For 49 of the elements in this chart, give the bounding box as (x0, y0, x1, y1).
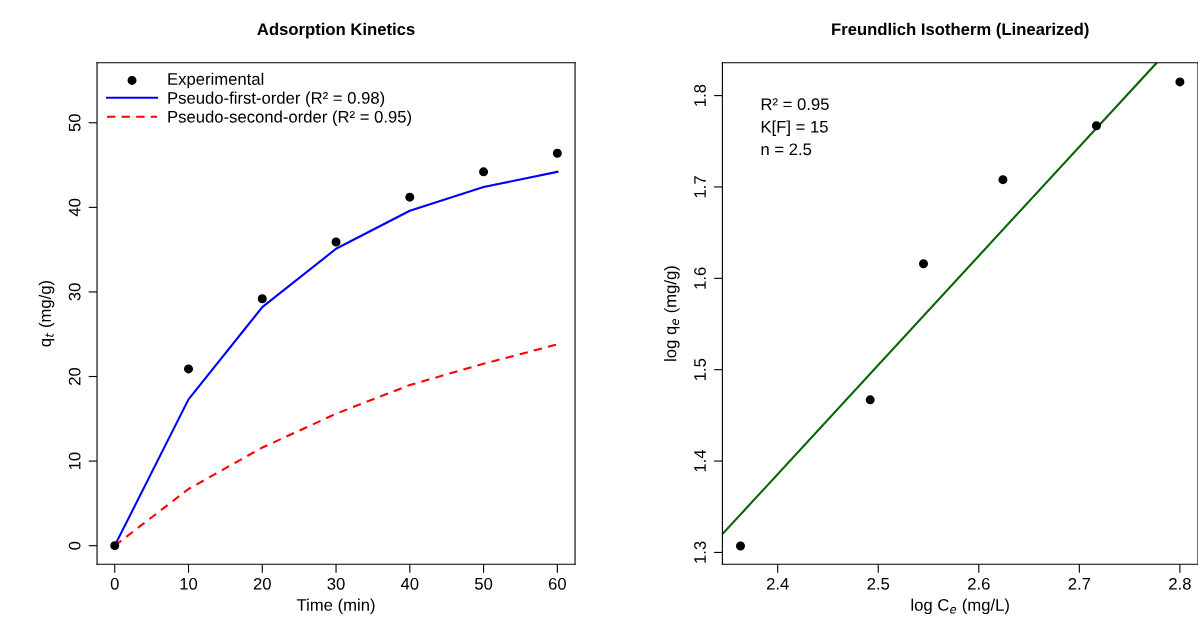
legend-label: Experimental (168, 72, 264, 89)
annotation: n = 2.5 (761, 143, 812, 156)
point (918, 259, 928, 269)
x-tick-label: 2.8 (1169, 577, 1191, 590)
point (865, 395, 875, 405)
x-tick-label: 2.5 (867, 577, 890, 590)
y-tick-label: 10 (68, 452, 81, 470)
legend-label: Pseudo-first-order (R² = 0.98) (168, 91, 385, 108)
x-tick-label: 20 (253, 577, 271, 590)
y-tick-label: 1.7 (694, 176, 706, 198)
x-axis-title: Time (min) (296, 598, 375, 615)
point (1175, 77, 1185, 87)
y-tick-label: 30 (68, 283, 81, 301)
y-axis-title: log q$_{e}$ (mg/g) (664, 266, 680, 361)
x-tick-label: 50 (474, 577, 493, 590)
y-tick-label: 0 (68, 541, 81, 550)
point (735, 541, 745, 551)
annotation: K[F] = 15 (761, 120, 828, 136)
x-tick-label: 2.7 (1068, 577, 1091, 590)
chart-title: Freundlich Isotherm (Linearized) (832, 22, 1089, 39)
point (331, 237, 341, 247)
point (479, 167, 489, 177)
legend-label: Pseudo-second-order (R² = 0.95) (168, 110, 412, 126)
x-axis-title: log C$_{e}$ (mg/L) (911, 598, 1009, 615)
annotation: R² = 0.95 (761, 98, 829, 111)
y-tick-label: 20 (68, 367, 81, 385)
y-tick-label: 1.8 (694, 84, 706, 106)
x-tick-label: 30 (327, 577, 345, 590)
y-tick-label: 1.3 (694, 541, 706, 563)
y-tick-label: 1.4 (694, 449, 706, 472)
x-tick-label: 2.6 (968, 577, 990, 590)
x-tick-label: 2.4 (766, 577, 789, 590)
x-tick-label: 0 (110, 577, 119, 590)
y-tick-label: 1.6 (694, 267, 706, 289)
y-tick-label: 40 (68, 198, 81, 217)
point (110, 541, 120, 551)
chart-title: Adsorption Kinetics (257, 22, 415, 39)
x-tick-label: 10 (180, 577, 198, 590)
point (1091, 121, 1101, 131)
y-axis-title: q$_{t}$ (mg/g) (38, 280, 55, 347)
y-tick-label: 1.5 (694, 358, 706, 380)
point (184, 364, 194, 374)
x-tick-label: 60 (548, 577, 566, 590)
point (405, 192, 415, 202)
x-tick-label: 40 (400, 577, 419, 590)
point (998, 175, 1008, 185)
point (552, 148, 562, 158)
y-tick-label: 50 (68, 114, 81, 132)
point (257, 294, 267, 304)
